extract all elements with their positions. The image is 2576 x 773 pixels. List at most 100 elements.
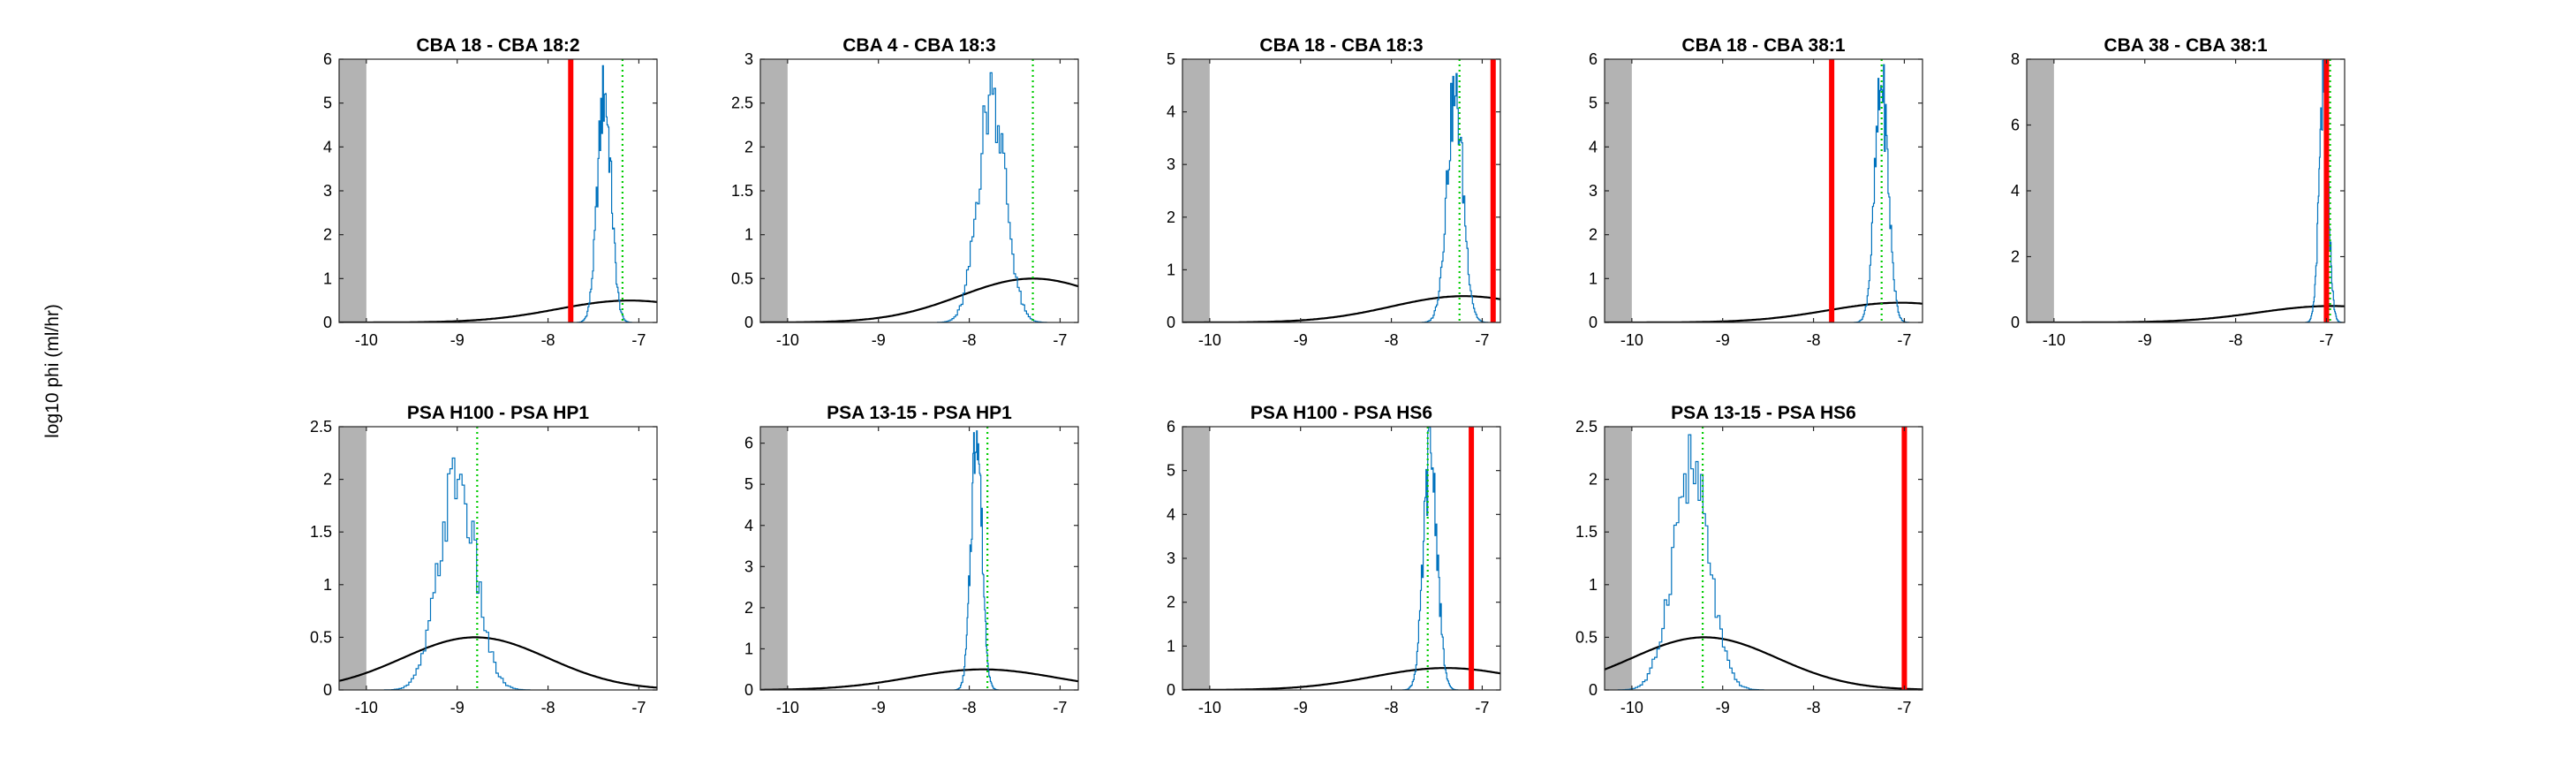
posterior-histogram <box>1421 72 1489 322</box>
x-tick-label: -7 <box>631 331 646 349</box>
prior-curve <box>1605 636 1923 690</box>
y-tick-label: 2.5 <box>1575 418 1598 436</box>
subplot-title: CBA 18 - CBA 38:1 <box>1681 35 1845 56</box>
y-tick-label: 5 <box>744 475 753 493</box>
y-tick-label: 0 <box>1589 681 1598 699</box>
plot-area <box>1605 427 1923 690</box>
x-tick-label: -9 <box>1294 699 1308 716</box>
subplot-6: PSA H100 - PSA HP1 -10 -9 -8 -7 0 0.5 1 1.5 2 2.5 <box>310 403 658 716</box>
y-tick-label: 2 <box>1167 594 1175 611</box>
x-tick-label: -7 <box>1897 331 1911 349</box>
y-tick-label: 1 <box>323 269 332 287</box>
axes-box <box>338 426 658 691</box>
excluded-region <box>1182 427 1210 690</box>
y-tick-label: 2 <box>2011 248 2020 266</box>
subplot-title: PSA H100 - PSA HP1 <box>407 403 590 423</box>
y-tick-label: 1 <box>1589 269 1598 287</box>
y-tick-label: 4 <box>1589 138 1598 155</box>
x-tick-label: -9 <box>1716 331 1730 349</box>
y-tick-label: 5 <box>1167 50 1175 68</box>
plot-area <box>339 427 657 690</box>
excluded-region <box>1605 427 1632 690</box>
excluded-region <box>1605 59 1632 322</box>
posterior-histogram <box>936 72 1047 322</box>
x-tick-label: -7 <box>1475 699 1489 716</box>
y-tick-label: 2.5 <box>310 418 332 436</box>
y-tick-label: 6 <box>323 50 332 68</box>
y-axis-label: log10 phi (ml/hr) <box>42 304 63 438</box>
x-tick-label: -8 <box>963 331 977 349</box>
subplot-title: CBA 38 - CBA 38:1 <box>2104 35 2267 56</box>
y-tick-label: 2 <box>1589 471 1598 489</box>
posterior-histogram <box>576 64 632 322</box>
y-tick-label: 8 <box>2011 50 2020 68</box>
y-tick-label: 5 <box>323 95 332 112</box>
posterior-histogram <box>1854 64 1910 322</box>
y-tick-label: 0.5 <box>1575 628 1598 646</box>
y-tick-label: 2 <box>744 138 753 155</box>
prior-curve <box>2027 305 2345 322</box>
y-tick-label: 1 <box>1167 637 1175 655</box>
y-tick-label: 1 <box>323 576 332 594</box>
excluded-region <box>339 59 366 322</box>
x-tick-label: -10 <box>776 331 799 349</box>
x-tick-label: -9 <box>450 699 465 716</box>
y-tick-label: 1.5 <box>1575 523 1598 541</box>
posterior-histogram <box>1402 427 1459 690</box>
axes-box <box>1604 426 1923 691</box>
x-tick-label: -8 <box>1385 331 1399 349</box>
y-tick-label: 0 <box>1167 681 1175 699</box>
excluded-region <box>1182 59 1210 322</box>
x-tick-label: -7 <box>1053 699 1067 716</box>
x-tick-label: -9 <box>450 331 465 349</box>
plot-area <box>760 59 1078 322</box>
posterior-histogram <box>1617 434 1764 690</box>
y-tick-label: 0 <box>1167 314 1175 331</box>
x-tick-label: -8 <box>2229 331 2243 349</box>
x-tick-label: -10 <box>1198 331 1221 349</box>
excluded-region <box>2027 59 2054 322</box>
plot-area <box>1182 59 1500 322</box>
subplot-title: CBA 4 - CBA 18:3 <box>842 35 995 56</box>
prior-curve <box>339 636 657 689</box>
y-tick-label: 1.5 <box>310 523 332 541</box>
y-tick-label: 2 <box>323 471 332 489</box>
y-tick-label: 3 <box>744 557 753 575</box>
posterior-histogram <box>2305 59 2343 322</box>
y-tick-label: 3 <box>1167 549 1175 567</box>
x-tick-label: -10 <box>2043 331 2066 349</box>
x-tick-label: -10 <box>1620 699 1643 716</box>
y-tick-label: 3 <box>323 182 332 200</box>
y-tick-label: 0 <box>323 314 332 331</box>
x-tick-label: -8 <box>541 699 555 716</box>
plot-area <box>2027 59 2345 322</box>
subplot-5: CBA 38 - CBA 38:1 -10 -9 -8 -7 0 2 4 6 8 <box>2011 35 2346 349</box>
subplot-title: PSA 13-15 - PSA HS6 <box>1671 403 1856 423</box>
y-tick-label: 2 <box>323 226 332 244</box>
axes-box <box>759 426 1079 691</box>
subplot-title: CBA 18 - CBA 18:3 <box>1259 35 1423 56</box>
x-tick-label: -7 <box>1897 699 1911 716</box>
y-tick-label: 6 <box>1589 50 1598 68</box>
x-tick-label: -8 <box>1807 331 1821 349</box>
y-tick-label: 6 <box>2011 117 2020 134</box>
x-tick-label: -9 <box>872 331 886 349</box>
x-tick-label: -9 <box>872 699 886 716</box>
x-tick-label: -10 <box>776 699 799 716</box>
y-tick-label: 4 <box>323 138 332 155</box>
prior-curve <box>760 668 1078 690</box>
x-tick-label: -9 <box>2138 331 2152 349</box>
x-tick-label: -8 <box>1807 699 1821 716</box>
y-tick-label: 4 <box>744 517 753 534</box>
plot-area <box>339 59 657 322</box>
x-tick-label: -9 <box>1716 699 1730 716</box>
y-tick-label: 5 <box>1167 462 1175 480</box>
y-tick-label: 0 <box>1589 314 1598 331</box>
y-tick-label: 6 <box>744 435 753 452</box>
y-tick-label: 2 <box>744 599 753 617</box>
posterior-histogram <box>954 430 1000 690</box>
excluded-region <box>339 427 366 690</box>
y-tick-label: 1 <box>744 226 753 244</box>
x-tick-label: -8 <box>541 331 555 349</box>
